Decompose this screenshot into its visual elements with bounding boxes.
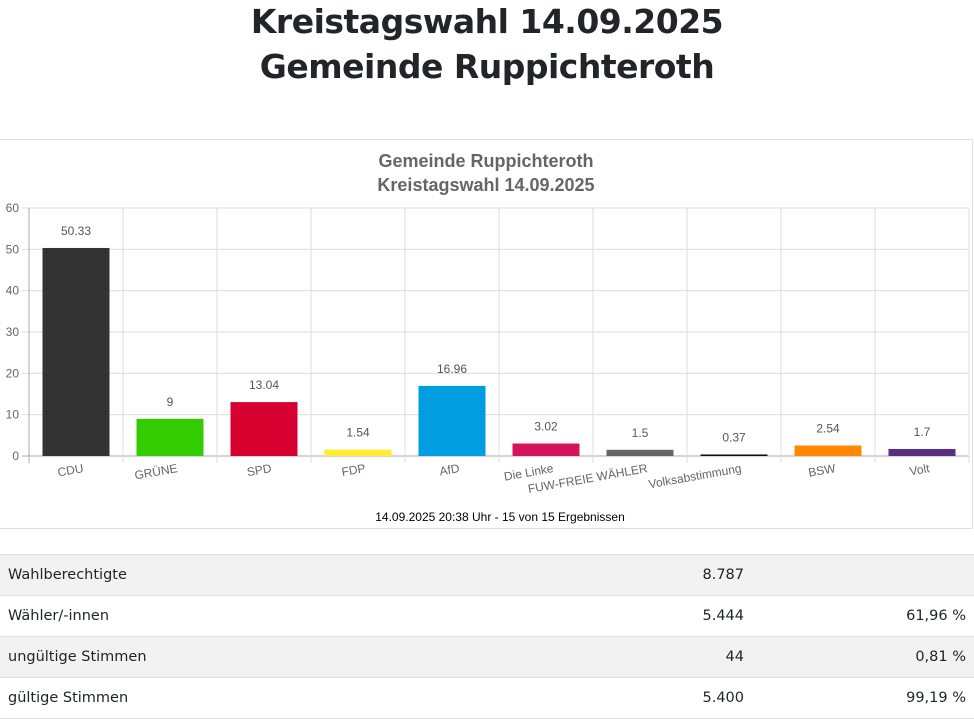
- bar-value-label: 2.54: [816, 422, 840, 436]
- chart-title: Gemeinde Ruppichteroth: [378, 151, 593, 171]
- y-tick-label: 50: [6, 242, 20, 256]
- stats-count: 44: [656, 636, 752, 678]
- stats-label: ungültige Stimmen: [0, 636, 656, 678]
- y-tick-label: 0: [12, 449, 19, 463]
- stats-percent: 61,96 %: [752, 595, 974, 637]
- bar-die-linke[interactable]: [512, 443, 580, 456]
- y-tick-label: 20: [6, 366, 20, 380]
- bar-value-label: 13.04: [249, 378, 279, 392]
- x-tick-label: SPD: [246, 461, 273, 479]
- bar-fuw-freie-w-hler[interactable]: [606, 449, 674, 456]
- bar-value-label: 16.96: [437, 362, 467, 376]
- bar-chart: Gemeinde Ruppichteroth Kreistagswahl 14.…: [6, 151, 970, 524]
- bar-value-label: 9: [167, 395, 174, 409]
- stats-row-ungueltige: ungültige Stimmen 44 0,81 %: [0, 636, 974, 678]
- stats-table: Wahlberechtigte 8.787 Wähler/-innen 5.44…: [0, 554, 974, 719]
- y-tick-label: 30: [6, 325, 20, 339]
- stats-count: 8.787: [656, 554, 752, 596]
- y-tick-label: 40: [6, 284, 20, 298]
- bar-value-label: 1.5: [632, 426, 649, 440]
- stats-percent: 99,19 %: [752, 677, 974, 719]
- stats-label: gültige Stimmen: [0, 677, 656, 719]
- chart-frame: [0, 139, 973, 529]
- bar-bsw[interactable]: [794, 445, 862, 456]
- stats-row-wahlberechtigte: Wahlberechtigte 8.787: [0, 554, 974, 596]
- stats-row-waehler: Wähler/-innen 5.444 61,96 %: [0, 595, 974, 637]
- bar-value-label: 50.33: [61, 224, 91, 238]
- stats-count: 5.444: [656, 595, 752, 637]
- y-tick-label: 60: [6, 201, 20, 215]
- bar-spd[interactable]: [230, 402, 298, 456]
- stats-label: Wahlberechtigte: [0, 554, 656, 596]
- x-tick-label: Volksabstimmung: [647, 461, 742, 491]
- bar-cdu[interactable]: [42, 247, 110, 456]
- bar-value-label: 0.37: [722, 430, 746, 444]
- bar-volt[interactable]: [888, 448, 956, 456]
- bar-value-label: 1.54: [346, 426, 370, 440]
- page-title-line-2: Gemeinde Ruppichteroth: [259, 47, 715, 86]
- bar-value-label: 3.02: [534, 420, 558, 434]
- x-tick-label: FDP: [340, 461, 366, 479]
- stats-percent: 0,81 %: [752, 636, 974, 678]
- x-tick-label: Volt: [908, 461, 931, 478]
- y-tick-label: 10: [6, 408, 20, 422]
- bar-afd[interactable]: [418, 385, 486, 456]
- stats-count: 5.400: [656, 677, 752, 719]
- x-tick-label: AfD: [438, 461, 460, 478]
- stats-percent: [752, 554, 974, 596]
- page-title: Kreistagswahl 14.09.2025 Gemeinde Ruppic…: [0, 0, 974, 89]
- x-tick-label: CDU: [56, 461, 84, 479]
- chart-subtitle: Kreistagswahl 14.09.2025: [377, 175, 594, 195]
- x-tick-label: BSW: [807, 461, 837, 480]
- bar-gr-ne[interactable]: [136, 418, 204, 456]
- bar-value-label: 1.7: [914, 425, 931, 439]
- chart-footer: 14.09.2025 20:38 Uhr - 15 von 15 Ergebni…: [375, 510, 625, 524]
- x-tick-label: GRÜNE: [133, 461, 178, 482]
- page-title-line-1: Kreistagswahl 14.09.2025: [250, 2, 724, 41]
- stats-row-gueltige: gültige Stimmen 5.400 99,19 %: [0, 677, 974, 719]
- bar-fdp[interactable]: [324, 449, 392, 456]
- bar-volksabstimmung[interactable]: [700, 454, 768, 456]
- stats-label: Wähler/-innen: [0, 595, 656, 637]
